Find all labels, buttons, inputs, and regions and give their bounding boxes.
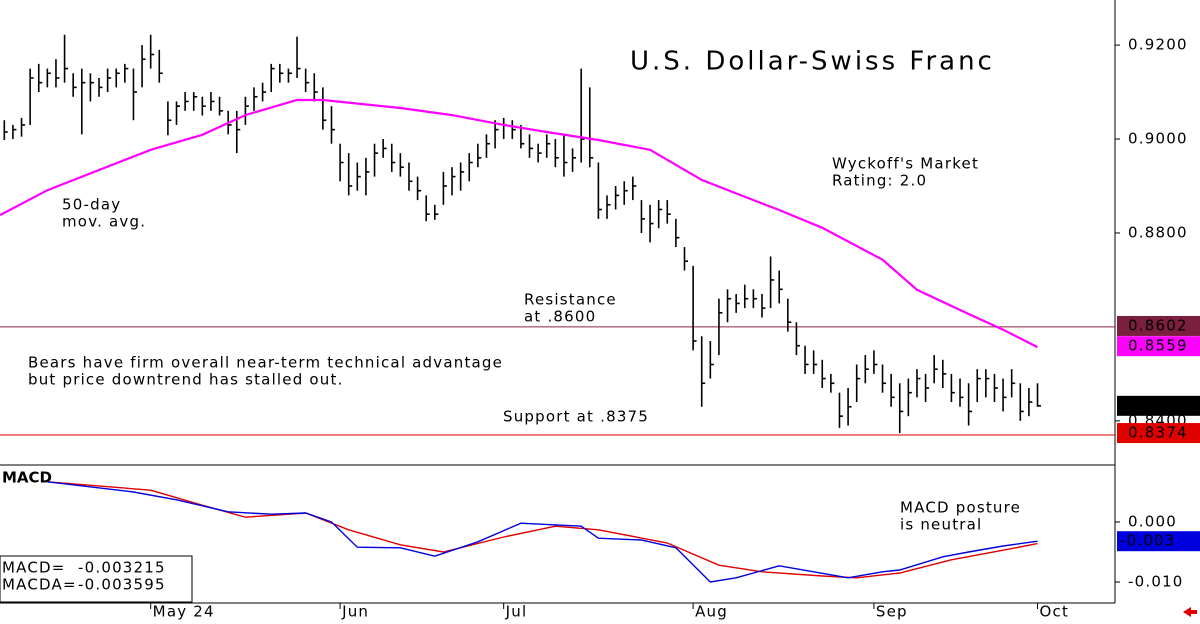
readout-label: MACDA= xyxy=(2,576,77,594)
x-tick-label: Jul xyxy=(505,603,528,621)
readout-box xyxy=(0,555,193,603)
price-box-label: 0.8432 xyxy=(1128,396,1188,414)
chart-title: U.S. Dollar-Swiss Franc xyxy=(630,47,995,77)
level-label: at .8600 xyxy=(524,308,596,326)
price-box-label: 0.8374 xyxy=(1128,424,1188,442)
ma-label: mov. avg. xyxy=(62,213,146,231)
macd-line xyxy=(47,481,1038,583)
price-box xyxy=(1117,395,1200,416)
y-tick-label: 0.8800 xyxy=(1128,223,1188,241)
annotation: Wyckoff's Market xyxy=(832,155,979,173)
price-box xyxy=(1117,423,1200,444)
annotation: Rating: 2.0 xyxy=(832,172,927,190)
moving-average xyxy=(0,98,1038,349)
price-box xyxy=(1117,336,1200,357)
ma-label: 50-day xyxy=(62,196,121,214)
scroll-arrow[interactable] xyxy=(1183,607,1197,617)
annotation: MACD posture xyxy=(900,499,1021,517)
y-tick-label: -0.010 xyxy=(1128,573,1184,591)
y-tick-label: 0.9200 xyxy=(1128,36,1188,54)
x-tick-label: Oct xyxy=(1040,603,1070,621)
price-box-label: 0.8559 xyxy=(1128,337,1188,355)
annotation: is neutral xyxy=(900,516,982,534)
y-tick-label: 0.000 xyxy=(1128,513,1177,531)
x-tick-label: Aug xyxy=(695,603,728,621)
x-tick-label: Jun xyxy=(341,603,369,621)
value-box xyxy=(1117,531,1200,552)
annotation: but price downtrend has stalled out. xyxy=(28,371,344,389)
x-tick-label: May 24 xyxy=(153,603,215,621)
price-box-label: 0.8602 xyxy=(1128,316,1188,334)
macd-line xyxy=(47,481,1038,579)
value-box-label: -0.003 xyxy=(1120,532,1176,550)
level-label: Support at .8375 xyxy=(503,408,649,426)
level-label: Resistance xyxy=(524,291,617,309)
macd-title: MACD xyxy=(2,469,52,487)
price-box xyxy=(1117,315,1200,336)
readout-value: -0.003595 xyxy=(78,576,166,594)
annotation: Bears have firm overall near-term techni… xyxy=(28,354,503,372)
y-tick-label: 0.9000 xyxy=(1128,130,1188,148)
readout-label: MACD= xyxy=(2,559,66,577)
x-tick-label: Sep xyxy=(876,603,908,621)
readout-value: -0.003215 xyxy=(78,559,166,577)
